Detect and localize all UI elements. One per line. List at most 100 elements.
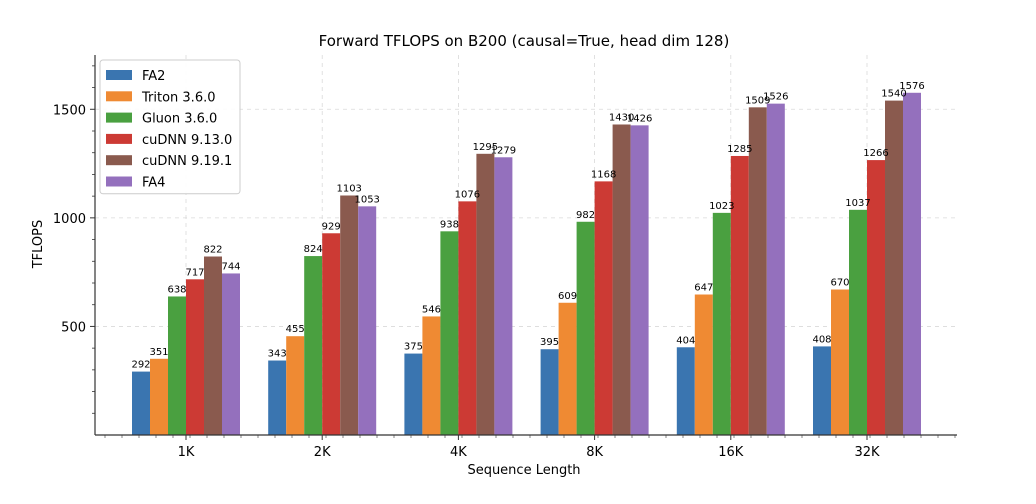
bar-value-label: 343	[268, 349, 287, 360]
bar	[222, 273, 240, 435]
bar	[404, 353, 423, 435]
bar-value-label: 670	[830, 278, 849, 289]
bar-value-label: 982	[576, 210, 595, 221]
legend: FA2 Triton 3.6.0 Gluon 3.6.0 cuDNN 9.13.0 cu…	[99, 59, 241, 195]
bar	[766, 103, 785, 435]
bar	[594, 181, 613, 435]
bar-value-label: 929	[322, 221, 341, 232]
bar-value-label: 1037	[845, 198, 870, 209]
bar	[576, 221, 595, 435]
bar-value-label: 647	[694, 283, 713, 294]
bar	[186, 279, 204, 435]
x-tick-label: 8K	[586, 445, 603, 460]
legend-label: cuDNN 9.13.0	[142, 133, 232, 148]
bar-value-label: 1053	[354, 194, 379, 205]
legend-swatch	[106, 133, 132, 144]
legend-label: FA4	[142, 176, 165, 191]
bar	[612, 124, 631, 435]
bar	[712, 212, 731, 435]
bar	[558, 302, 577, 435]
bar-labels-layer: 292 343 375 395 404 408 351 455 546 609 647 670 638 8…	[131, 81, 924, 371]
bar	[476, 153, 495, 436]
x-tick-label: 1K	[178, 445, 195, 460]
x-tick-label: 32K	[854, 445, 880, 460]
bar-value-label: 1076	[455, 189, 480, 200]
bar-value-label: 1266	[863, 148, 888, 159]
axes-layer: 500 1000 1500 1K 2K 4K 8K 16K 32K	[53, 55, 957, 460]
bar-value-label: 638	[167, 284, 186, 295]
legend-frame	[99, 59, 241, 195]
legend-label: cuDNN 9.19.1	[142, 154, 232, 169]
bar-value-label: 351	[149, 347, 168, 358]
legend-label: Triton 3.6.0	[141, 90, 216, 105]
bar	[676, 347, 695, 435]
bar-value-label: 1576	[899, 81, 924, 92]
bar-value-label: 1540	[881, 89, 906, 100]
x-tick-label: 16K	[718, 445, 744, 460]
bar	[304, 256, 323, 435]
y-tick-label: 500	[61, 320, 86, 335]
bar	[630, 125, 649, 436]
legend-label: Gluon 3.6.0	[142, 112, 217, 127]
bar-value-label: 822	[203, 245, 222, 256]
bar	[885, 100, 903, 435]
bar-value-label: 1285	[727, 144, 752, 155]
bar	[813, 346, 831, 435]
bar-value-label: 1103	[336, 183, 361, 194]
bar-value-label: 292	[131, 360, 150, 371]
bar	[168, 296, 186, 435]
bar	[286, 336, 305, 435]
bar	[322, 233, 341, 435]
legend-swatch	[106, 91, 132, 102]
bar	[831, 289, 849, 435]
x-axis-label: Sequence Length	[467, 463, 580, 478]
bar-value-label: 1168	[591, 169, 616, 180]
bar-value-label: 1295	[473, 142, 498, 153]
bar	[730, 155, 749, 435]
bar-value-label: 546	[422, 304, 441, 315]
y-tick-label: 1000	[53, 212, 86, 227]
x-tick-label: 2K	[314, 445, 331, 460]
x-tick-label: 4K	[450, 445, 467, 460]
y-tick-label: 1500	[53, 103, 86, 118]
bar	[268, 360, 287, 435]
chart-title: Forward TFLOPS on B200 (causal=True, hea…	[319, 32, 730, 50]
bar-value-label: 744	[221, 261, 240, 272]
bar	[849, 209, 867, 435]
bar-value-label: 1023	[709, 201, 734, 212]
bar	[540, 349, 559, 435]
bar	[903, 92, 921, 435]
bar-value-label: 717	[185, 267, 204, 278]
bar	[440, 231, 459, 435]
y-axis-label: TFLOPS	[31, 220, 46, 270]
bar	[867, 160, 885, 435]
legend-swatch	[106, 70, 132, 80]
legend-swatch	[106, 112, 132, 123]
legend-swatch	[106, 176, 132, 187]
bar-value-label: 938	[440, 219, 459, 230]
bar	[458, 201, 477, 435]
bar	[150, 358, 168, 435]
bar-value-label: 1426	[627, 113, 652, 124]
bars-layer	[132, 92, 921, 436]
bar	[422, 316, 441, 435]
bar-value-label: 395	[540, 337, 559, 348]
bar	[494, 157, 513, 435]
legend-swatch	[106, 155, 132, 166]
bar	[340, 195, 359, 435]
bar-value-label: 1526	[763, 92, 788, 103]
bar	[748, 107, 767, 436]
bar-value-label: 408	[812, 334, 831, 345]
bar	[204, 256, 222, 435]
bar	[694, 294, 713, 435]
bar-value-label: 404	[676, 335, 695, 346]
bar	[358, 206, 377, 435]
bar-value-label: 1509	[745, 95, 770, 106]
bar-value-label: 824	[304, 244, 323, 255]
bar-value-label: 1430	[609, 112, 634, 123]
bar-value-label: 455	[286, 324, 305, 335]
bar	[132, 371, 150, 435]
bar-value-label: 1279	[491, 145, 516, 156]
